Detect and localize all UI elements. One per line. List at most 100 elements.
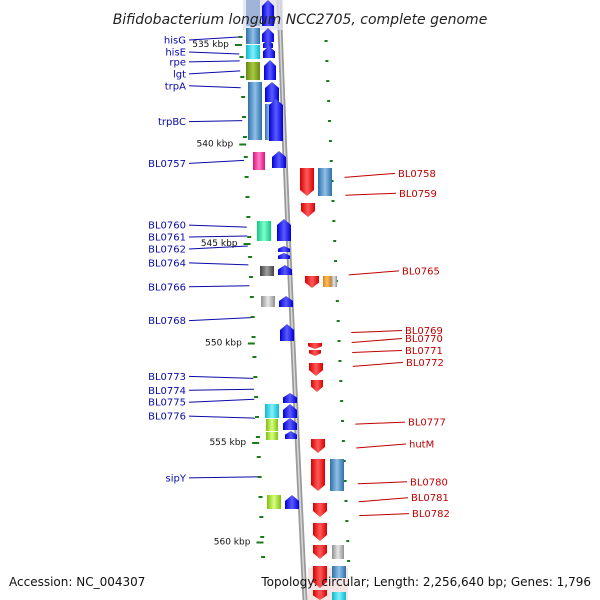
tick-right bbox=[328, 120, 332, 122]
cog-category-block bbox=[267, 495, 281, 509]
reverse-gene-arrow bbox=[309, 363, 323, 376]
reverse-gene-label: BL0782 bbox=[412, 509, 450, 520]
forward-gene-arrow bbox=[269, 99, 283, 141]
genome-title: Bifidobacterium longum NCC2705, complete… bbox=[113, 12, 488, 28]
forward-gene-arrow bbox=[263, 40, 273, 48]
forward-gene-label: BL0764 bbox=[148, 258, 186, 269]
tick-left bbox=[248, 256, 253, 258]
forward-leader-line bbox=[188, 415, 256, 419]
forward-gene-arrow bbox=[262, 28, 274, 42]
kbp-tick bbox=[256, 541, 264, 544]
tick-left bbox=[249, 296, 254, 298]
tick-left bbox=[243, 156, 248, 158]
kbp-label: 550 kbp bbox=[205, 339, 242, 349]
forward-gene-label: rpe bbox=[169, 57, 186, 68]
kbp-markers: 535 kbp 540 kbp 545 kbp 550 kbp 555 kbp 560 k… bbox=[192, 40, 264, 548]
tick-right bbox=[327, 100, 331, 102]
forward-leader-line bbox=[188, 36, 239, 41]
cog-category-block bbox=[330, 459, 344, 491]
cog-category-block bbox=[318, 168, 332, 196]
forward-leader-line bbox=[188, 476, 258, 479]
reverse-gene-label: BL0758 bbox=[398, 169, 436, 180]
kbp-label: 560 kbp bbox=[214, 538, 251, 548]
tick-right bbox=[328, 140, 332, 142]
forward-leader-line bbox=[188, 51, 240, 55]
forward-gene-label: BL0776 bbox=[148, 412, 186, 423]
cog-category-block bbox=[323, 276, 331, 287]
forward-gene-label: lgt bbox=[173, 69, 186, 80]
reverse-gene-arrow bbox=[313, 503, 327, 517]
reverse-leader-line bbox=[359, 513, 410, 517]
kbp-tick bbox=[234, 44, 242, 46]
forward-gene-arrow bbox=[285, 431, 297, 439]
forward-leader-line bbox=[188, 235, 248, 238]
tick-right bbox=[342, 460, 346, 462]
reverse-leader-line bbox=[352, 349, 403, 353]
tick-right bbox=[330, 180, 334, 182]
forward-leader-line bbox=[188, 317, 251, 322]
tick-right bbox=[346, 540, 350, 542]
cog-category-block bbox=[260, 266, 274, 276]
reverse-gene-arrow bbox=[313, 523, 327, 541]
kbp-label: 540 kbp bbox=[197, 140, 234, 150]
tick-left bbox=[257, 476, 262, 478]
gene-labels: hisGhisErpelgttrpAtrpBCBL0757BL0760BL076… bbox=[148, 36, 450, 521]
forward-gene-label: BL0760 bbox=[148, 221, 186, 232]
accession-text: Accession: NC_004307 bbox=[9, 575, 145, 589]
tick-left bbox=[250, 316, 255, 318]
cog-category-block bbox=[248, 82, 262, 140]
forward-gene-label: trpA bbox=[165, 81, 186, 92]
forward-gene-arrow bbox=[262, 0, 274, 26]
forward-gene-label: trpBC bbox=[158, 117, 186, 128]
tick-right bbox=[334, 260, 338, 262]
reverse-gene-arrow bbox=[308, 343, 322, 349]
reverse-leader-line bbox=[358, 497, 409, 503]
forward-gene-arrow bbox=[265, 82, 279, 102]
reverse-leader-line bbox=[355, 421, 406, 425]
tick-right bbox=[336, 320, 340, 322]
forward-gene-label: hisE bbox=[165, 47, 186, 58]
forward-gene-label: hisG bbox=[164, 36, 186, 47]
kbp-tick bbox=[252, 442, 260, 444]
forward-gene-label: BL0766 bbox=[148, 282, 186, 293]
tick-left bbox=[246, 216, 251, 218]
forward-gene-label: BL0775 bbox=[148, 398, 186, 409]
reverse-gene-label: BL0770 bbox=[405, 334, 443, 345]
reverse-gene-label: BL0765 bbox=[402, 266, 440, 277]
reverse-leader-line bbox=[345, 192, 397, 196]
forward-leader-line bbox=[188, 245, 248, 250]
forward-gene-label: BL0773 bbox=[148, 372, 186, 383]
forward-gene-arrow bbox=[264, 60, 276, 80]
tick-marks bbox=[238, 36, 351, 562]
tick-left bbox=[240, 76, 245, 78]
tick-left bbox=[238, 36, 243, 38]
tick-left bbox=[255, 416, 260, 418]
reverse-gene-arrow bbox=[311, 380, 323, 392]
reverse-leader-line bbox=[352, 361, 404, 367]
forward-leader-line bbox=[188, 262, 249, 266]
reverse-gene-label: BL0781 bbox=[411, 493, 449, 504]
tick-left bbox=[251, 336, 256, 338]
kbp-tick bbox=[243, 243, 251, 245]
tick-left bbox=[245, 196, 250, 198]
forward-leader-line bbox=[188, 60, 240, 63]
tick-right bbox=[347, 560, 351, 562]
cog-category-block bbox=[261, 296, 275, 307]
reverse-gene-arrow bbox=[300, 168, 314, 196]
kbp-label: 535 kbp bbox=[192, 40, 229, 50]
forward-gene-label: sipY bbox=[166, 473, 187, 484]
tick-right bbox=[341, 420, 345, 422]
tick-left bbox=[255, 436, 260, 438]
cog-category-block bbox=[266, 432, 278, 440]
tick-left bbox=[244, 176, 249, 178]
forward-gene-arrow bbox=[280, 324, 294, 341]
cog-category-block bbox=[246, 28, 260, 44]
tick-right bbox=[345, 520, 349, 522]
tick-right bbox=[324, 40, 328, 42]
tick-right bbox=[343, 480, 347, 482]
cog-category-block bbox=[246, 62, 260, 80]
cog-category-block bbox=[265, 404, 279, 418]
cog-category-block bbox=[266, 419, 278, 431]
tick-right bbox=[337, 340, 341, 342]
cog-category-block bbox=[332, 566, 346, 578]
